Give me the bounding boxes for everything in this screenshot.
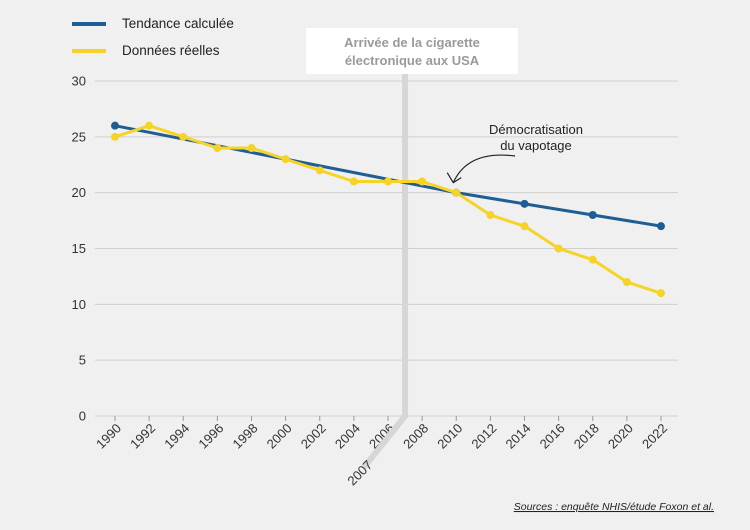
data-point: [315, 166, 324, 175]
series-donnees: [111, 121, 665, 298]
data-point: [588, 255, 597, 264]
data-point: [520, 222, 529, 231]
data-point: [452, 188, 461, 197]
callout-text: du vapotage: [500, 138, 572, 153]
data-point: [418, 177, 427, 186]
y-tick-label: 10: [72, 297, 86, 312]
event-marker: Arrivée de la cigarette électronique aux …: [306, 28, 518, 488]
data-point: [111, 132, 119, 141]
grid: [95, 80, 678, 417]
data-point: [247, 144, 256, 152]
event-line-leader: [362, 413, 409, 469]
data-point: [281, 155, 290, 164]
event-banner-text: Arrivée de la cigarette: [344, 35, 480, 50]
y-axis-ticks: 0 5 10 15 20 25 30: [72, 74, 86, 424]
callout-arrow: [452, 154, 516, 183]
legend: Tendance calculée Données réelles: [72, 16, 234, 58]
data-point: [486, 211, 495, 219]
series-lines: [111, 121, 665, 298]
source-note: Sources : enquête NHIS/étude Foxon et al…: [514, 501, 714, 513]
event-banner: [306, 28, 518, 74]
data-point: [213, 144, 222, 152]
y-tick-label: 20: [72, 185, 86, 200]
data-point: [349, 177, 358, 186]
y-tick-label: 0: [79, 409, 86, 424]
y-tick-label: 5: [79, 353, 86, 368]
data-point: [657, 222, 665, 231]
y-tick-label: 15: [72, 241, 86, 256]
data-point: [554, 244, 563, 253]
callout-text: Démocratisation: [489, 122, 583, 137]
data-point: [145, 121, 154, 130]
y-tick-label: 25: [72, 129, 86, 144]
legend-label-tendance: Tendance calculée: [122, 16, 234, 31]
series-tendance: [111, 121, 665, 231]
data-point: [588, 211, 597, 219]
y-tick-label: 30: [72, 74, 86, 89]
data-point: [111, 121, 119, 130]
legend-label-donnees: Données réelles: [122, 43, 220, 58]
data-point: [384, 177, 392, 186]
data-point: [179, 132, 188, 141]
data-point: [622, 278, 631, 286]
event-banner-text: électronique aux USA: [345, 53, 480, 68]
data-point: [520, 199, 529, 208]
callout-arrowhead: [446, 172, 462, 184]
data-point: [657, 289, 665, 298]
